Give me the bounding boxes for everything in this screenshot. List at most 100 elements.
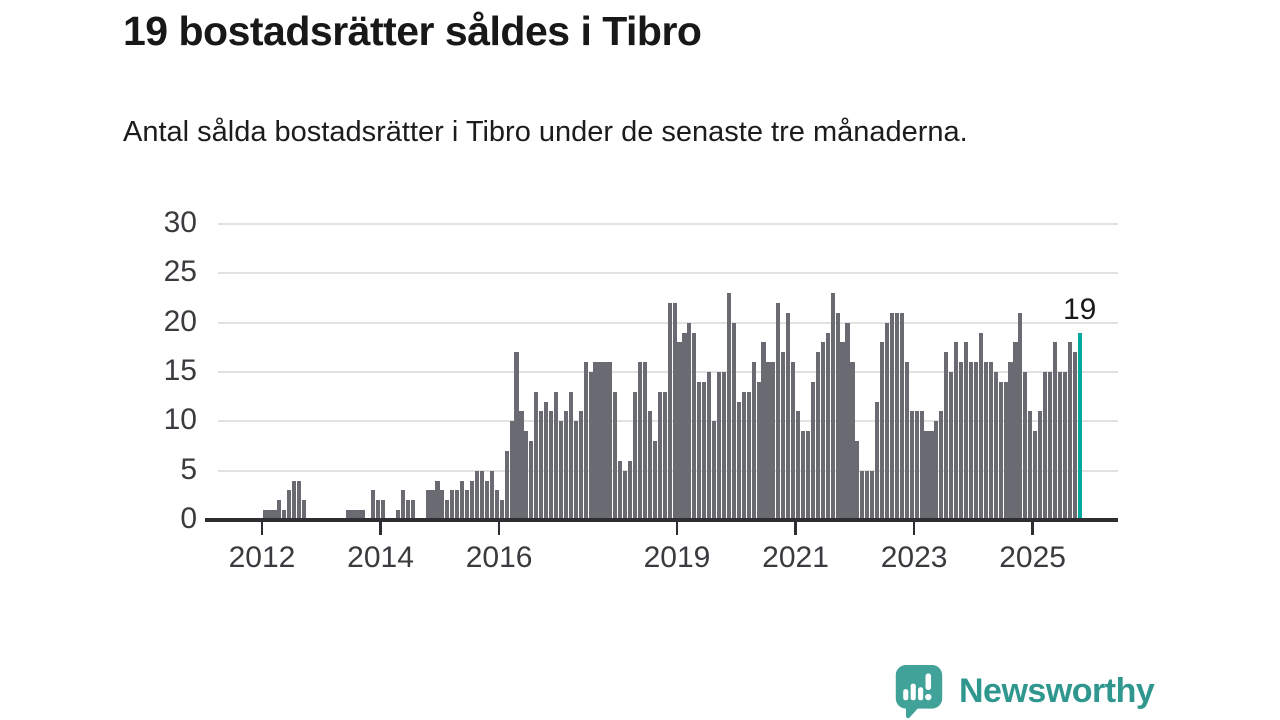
bar-month <box>440 490 445 520</box>
bar-month <box>963 342 969 520</box>
bar-month <box>870 470 875 520</box>
bar-month <box>978 332 983 520</box>
x-axis-tick <box>675 521 679 535</box>
bar-month <box>267 510 272 520</box>
bar-month <box>474 470 480 520</box>
y-axis-tick-label: 15 <box>163 353 197 387</box>
bar-month <box>445 500 450 520</box>
y-axis-tick-label: 10 <box>163 403 197 437</box>
bar-month <box>405 500 410 520</box>
x-axis-tick-label: 2021 <box>762 541 829 574</box>
bar-month <box>692 332 697 520</box>
bar-month <box>1062 371 1067 520</box>
bar-month <box>652 441 657 520</box>
bar-month <box>558 421 564 520</box>
bar-month <box>514 352 519 520</box>
bar-month <box>1038 411 1043 520</box>
bar-month <box>633 391 638 520</box>
newsworthy-chart-bubble-icon <box>895 665 943 719</box>
bar-month <box>608 362 613 520</box>
bar-month <box>494 490 499 520</box>
bar-month <box>800 431 806 520</box>
bar-month <box>1008 362 1013 520</box>
bar-month <box>1047 371 1053 520</box>
bar-month <box>1067 342 1072 520</box>
bar-month <box>1072 352 1077 520</box>
newsworthy-logo: Newsworthy <box>893 663 1155 719</box>
bar-month <box>628 460 633 520</box>
x-axis-tick <box>379 521 382 535</box>
bar-month <box>519 411 524 520</box>
bar-month <box>815 352 820 520</box>
bar-month <box>746 391 751 520</box>
bar-month <box>998 381 1003 520</box>
x-axis-tick-label: 2025 <box>999 541 1066 574</box>
bar-month <box>929 431 934 520</box>
bar-month <box>662 391 667 520</box>
bar-month <box>968 362 974 520</box>
bar-month <box>297 480 302 520</box>
bar-month <box>766 362 771 520</box>
bar-month <box>573 421 578 520</box>
bar-month <box>712 421 717 520</box>
bar-month <box>435 480 440 520</box>
bar-month <box>835 312 840 520</box>
bar-month <box>939 411 944 520</box>
bar-month <box>544 401 549 520</box>
y-axis-tick-label: 5 <box>180 452 197 486</box>
bar-month <box>697 381 702 520</box>
bar-month <box>400 490 405 520</box>
bar-month <box>578 411 583 520</box>
bar-month <box>287 490 292 520</box>
bar-month <box>899 312 904 520</box>
y-axis-tick-label: 20 <box>163 304 197 338</box>
bar-month <box>292 480 297 520</box>
bar-month <box>736 401 741 520</box>
bar-month <box>983 362 988 520</box>
bar-month <box>791 362 796 520</box>
bar-month <box>934 421 939 520</box>
bar-month <box>959 362 964 520</box>
x-axis-tick <box>1031 521 1034 535</box>
bar-month <box>282 510 287 520</box>
bar-month <box>825 332 830 520</box>
bar-month <box>529 441 534 520</box>
bar-month <box>524 431 529 520</box>
bar-month <box>889 312 895 520</box>
bar-month <box>465 490 470 520</box>
bar-month <box>687 322 692 520</box>
x-axis-line <box>205 518 1118 522</box>
bar-month <box>603 362 608 520</box>
bar-month <box>455 490 460 520</box>
bar-month <box>623 470 628 520</box>
bar-month <box>924 431 929 520</box>
bar-month <box>395 510 401 520</box>
bar-month <box>539 411 544 520</box>
bar-month <box>598 362 603 520</box>
bar-month <box>865 470 870 520</box>
bar-month <box>469 480 475 520</box>
bar-month <box>756 381 761 520</box>
bar-month <box>894 312 899 520</box>
bar-month <box>553 391 559 520</box>
bar-month <box>796 411 801 520</box>
x-axis-tick <box>794 521 797 535</box>
bar-month <box>1023 371 1028 520</box>
bar-month <box>672 302 677 520</box>
x-axis-tick <box>497 521 501 535</box>
bar-month <box>993 371 998 520</box>
bar-month <box>954 342 959 520</box>
bar-month <box>346 510 351 520</box>
x-axis-tick-label: 2023 <box>880 541 948 574</box>
highlight-bar-current-value <box>1077 332 1082 520</box>
bar-month <box>1052 342 1058 520</box>
bar-month <box>425 490 430 520</box>
bar-month <box>262 510 267 520</box>
gridline-y-25 <box>218 272 1118 275</box>
bar-month <box>771 362 776 520</box>
bar-month <box>919 411 924 520</box>
bar-month <box>549 411 554 520</box>
bar-month <box>593 362 598 520</box>
bar-month <box>430 490 435 520</box>
bar-month <box>613 391 618 520</box>
